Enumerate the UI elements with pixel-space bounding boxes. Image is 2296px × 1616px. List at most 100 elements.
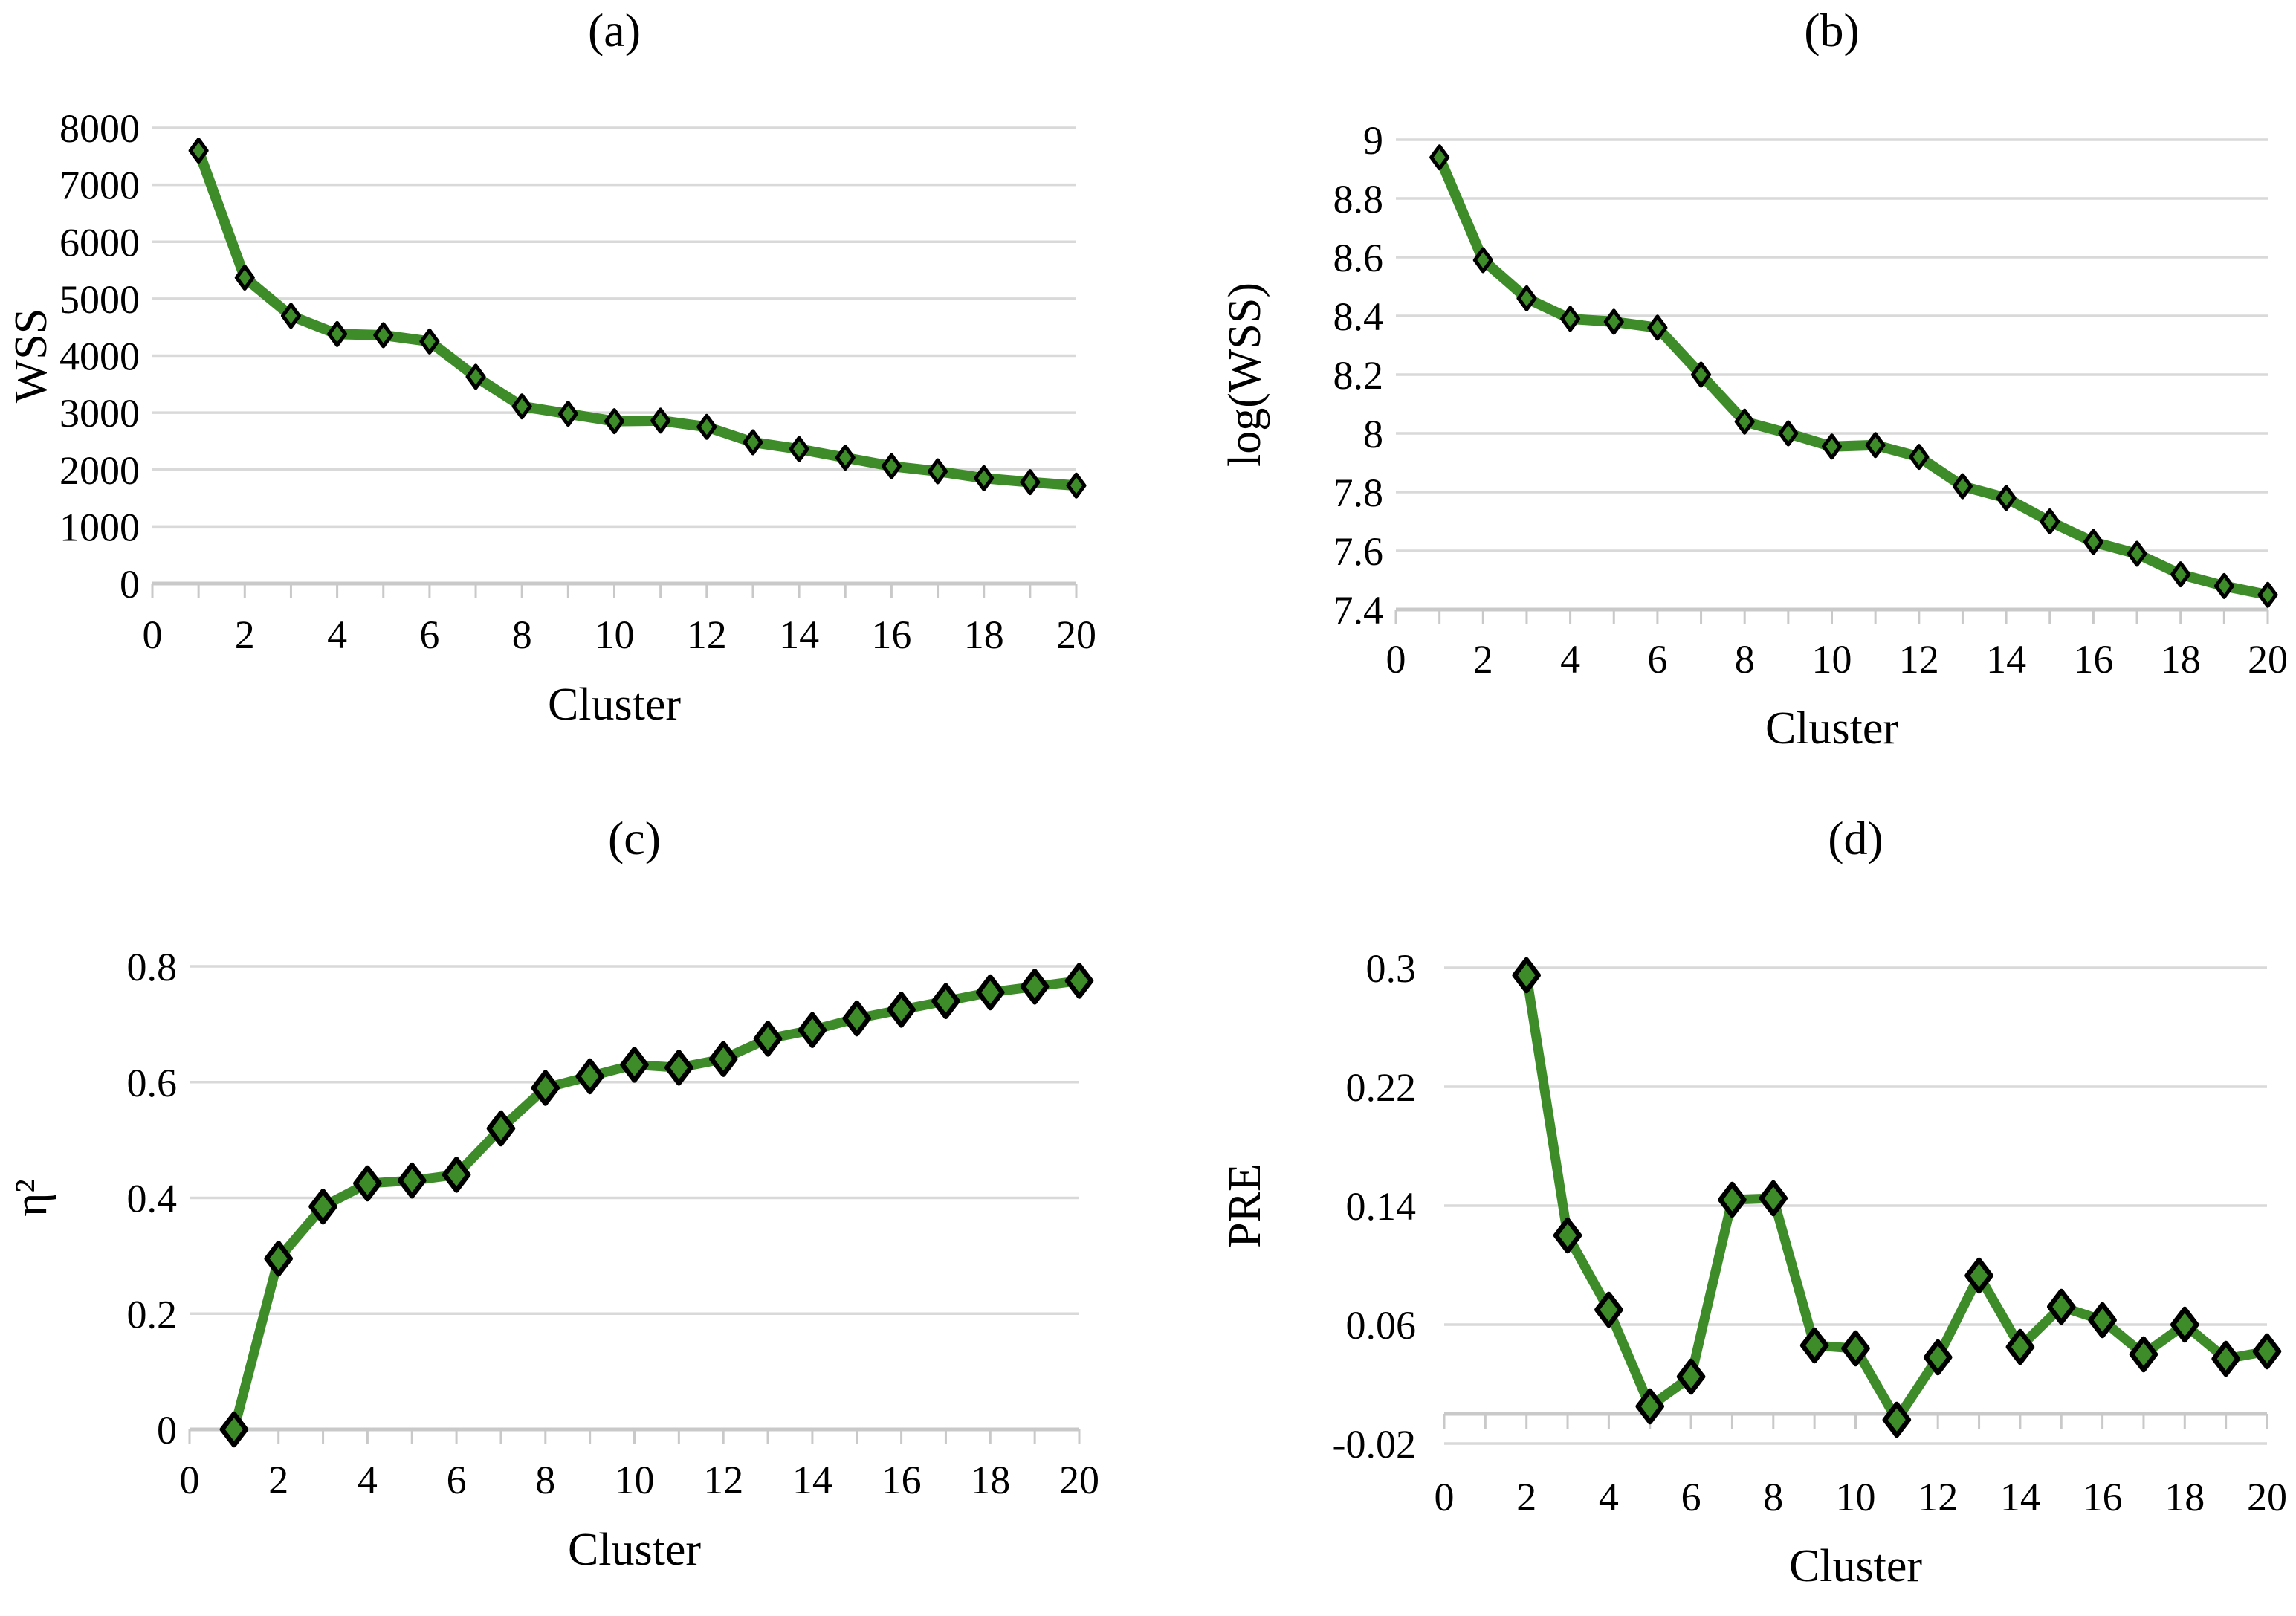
- x-tick-label: 10: [595, 613, 635, 657]
- x-tick-label: 4: [1599, 1475, 1619, 1519]
- data-point-marker: [1472, 247, 1493, 274]
- data-point-marker: [1952, 473, 1973, 500]
- y-tick-label: 0.2: [127, 1292, 178, 1337]
- data-point-marker: [531, 1070, 560, 1106]
- x-tick-label: 4: [327, 613, 347, 657]
- data-point-marker: [1778, 420, 1799, 447]
- y-tick-label: 0.6: [127, 1061, 178, 1105]
- x-tick-label: 6: [419, 613, 439, 657]
- data-point-marker: [696, 413, 717, 440]
- panel-title: (c): [608, 812, 661, 864]
- y-tick-label: 8.4: [1333, 294, 1384, 339]
- data-point-marker: [419, 328, 440, 355]
- data-point-marker: [1734, 408, 1755, 435]
- data-point-marker: [234, 265, 255, 291]
- y-axis-title: WSS: [6, 308, 56, 403]
- y-tick-label: 8.2: [1333, 353, 1384, 398]
- data-point-marker: [664, 1050, 693, 1086]
- x-tick-label: 8: [1735, 637, 1755, 682]
- data-point-marker: [442, 1157, 471, 1193]
- y-tick-label: 0.22: [1346, 1065, 1417, 1110]
- x-tick-label: 0: [1386, 637, 1406, 682]
- data-point-marker: [1865, 432, 1886, 459]
- x-tick-label: 12: [1899, 637, 1939, 682]
- data-point-marker: [1020, 469, 1041, 496]
- data-point-marker: [835, 445, 856, 471]
- y-tick-label: 6000: [59, 220, 140, 265]
- x-tick-label: 20: [2247, 1475, 2287, 1519]
- data-point-marker: [1996, 485, 2017, 511]
- panel-d: -0.02 0.06 0.14 0.22 0.3 0 2 4 6 8 10 12 14 16 18 20 (d)…: [1148, 808, 2296, 1616]
- data-point-marker: [486, 1110, 516, 1147]
- y-tick-label: 7.6: [1333, 529, 1384, 574]
- data-point-marker: [188, 138, 209, 164]
- y-tick-label: 7.8: [1333, 471, 1384, 515]
- chart-d-pre: -0.02 0.06 0.14 0.22 0.3 0 2 4 6 8 10 12 14 16 18 20 (d)…: [1220, 812, 2287, 1591]
- x-axis-title: Cluster: [548, 679, 681, 730]
- series-line: [1434, 152, 2273, 601]
- y-tick-label: 0.06: [1346, 1303, 1417, 1348]
- data-point-marker: [511, 393, 532, 420]
- data-point-marker: [264, 1241, 293, 1277]
- data-point-marker: [2129, 1336, 2158, 1373]
- data-point-marker: [1020, 969, 1050, 1005]
- data-point-marker: [280, 303, 301, 329]
- data-point-marker: [753, 1021, 783, 1057]
- x-axis-title: Cluster: [1765, 703, 1898, 754]
- data-point-marker: [931, 983, 960, 1019]
- data-point-marker: [928, 458, 948, 485]
- x-tick-label: 2: [1473, 637, 1493, 682]
- data-point-marker: [2170, 561, 2191, 588]
- data-point-marker: [1560, 306, 1581, 332]
- y-tick-label: 2000: [59, 448, 140, 493]
- data-point-marker: [789, 436, 809, 462]
- data-point-marker: [604, 408, 624, 435]
- x-tick-label: 12: [703, 1458, 743, 1502]
- x-tick-label: 12: [687, 613, 727, 657]
- y-tick-label: 8.8: [1333, 177, 1384, 222]
- y-tick-label: 1000: [59, 505, 140, 549]
- data-point-marker: [1512, 957, 1541, 994]
- data-point-marker: [1822, 433, 1842, 460]
- data-point-marker: [650, 407, 671, 434]
- x-tick-label: 18: [2164, 1475, 2205, 1519]
- data-point-marker: [1923, 1339, 1953, 1376]
- y-tick-label: 0: [120, 562, 140, 607]
- x-tick-label: 2: [268, 1458, 288, 1502]
- x-tick-label: 4: [358, 1458, 378, 1502]
- data-point-marker: [1799, 1327, 1829, 1364]
- x-tick-label: 8: [535, 1458, 555, 1502]
- x-tick-label: 12: [1918, 1475, 1958, 1519]
- panel-title: (b): [1804, 4, 1860, 56]
- data-point-marker: [219, 1411, 249, 1448]
- data-point-marker: [373, 322, 394, 349]
- data-point-marker: [1594, 1291, 1623, 1328]
- x-tick-label: 10: [1836, 1475, 1876, 1519]
- data-point-marker: [2170, 1306, 2199, 1343]
- y-tick-label: 8.6: [1333, 236, 1384, 280]
- chart-c-eta-squared: 0 0.2 0.4 0.6 0.8 0 2 4 6 8 10 12 14 16 18 20 (c) Cluster…: [6, 812, 1099, 1575]
- data-point-marker: [1603, 308, 1624, 335]
- data-point-marker: [2213, 572, 2234, 599]
- data-point-marker: [887, 992, 916, 1028]
- x-tick-label: 14: [792, 1458, 832, 1502]
- data-point-marker: [1553, 1217, 1582, 1254]
- data-point-marker: [1066, 472, 1087, 499]
- data-point-marker: [1429, 144, 1450, 171]
- data-point-marker: [798, 1012, 827, 1048]
- x-tick-label: 20: [2248, 637, 2288, 682]
- data-point-marker: [1718, 1181, 1747, 1218]
- data-point-marker: [1759, 1180, 1788, 1217]
- y-tick-label: 0.3: [1366, 946, 1417, 991]
- data-point-marker: [2047, 1288, 2076, 1325]
- y-tick-label: 0: [157, 1408, 177, 1452]
- y-tick-label: 8000: [59, 106, 140, 151]
- data-point-marker: [2257, 581, 2278, 608]
- data-point-marker: [2252, 1333, 2282, 1370]
- data-point-marker: [1691, 361, 1712, 388]
- x-tick-label: 10: [1812, 637, 1852, 682]
- data-point-marker: [1516, 285, 1537, 311]
- y-tick-label: 7.4: [1333, 588, 1384, 633]
- x-tick-label: 10: [615, 1458, 655, 1502]
